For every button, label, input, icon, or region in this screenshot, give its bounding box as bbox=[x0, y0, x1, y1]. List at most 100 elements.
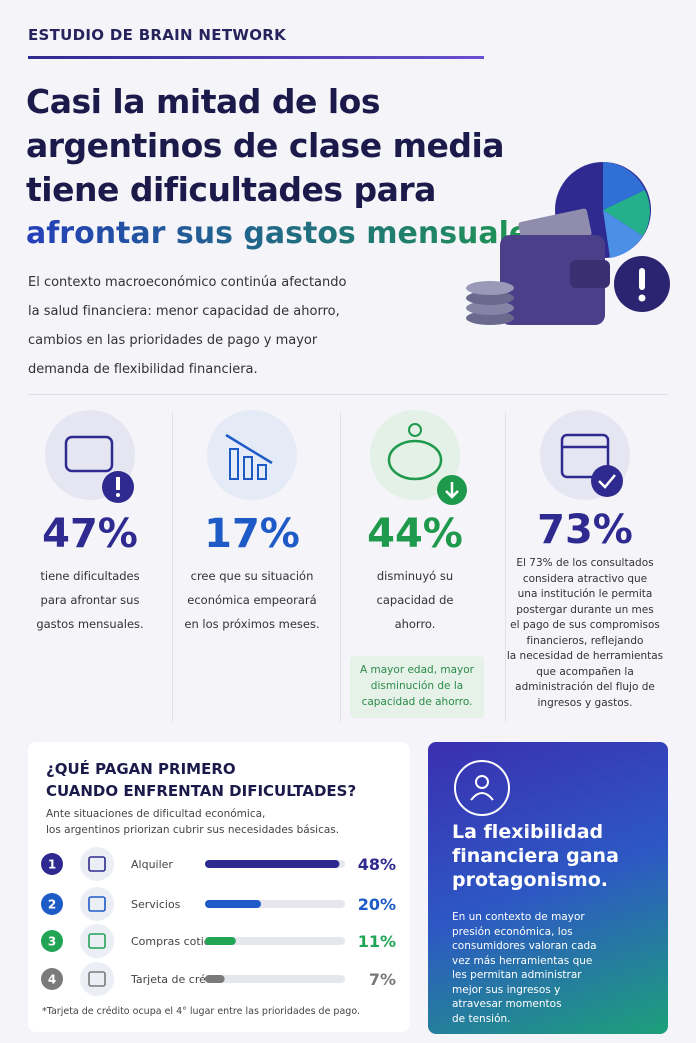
rank: 4 bbox=[48, 973, 56, 987]
value-label: 48% bbox=[358, 855, 396, 874]
rank: 1 bbox=[48, 858, 56, 872]
text-line: económica empeorará bbox=[187, 593, 317, 607]
text-line: financieros, reflejando bbox=[526, 634, 644, 647]
text-line: protagonismo. bbox=[452, 869, 608, 891]
text-line: presión económica, los bbox=[452, 925, 573, 938]
category-glyph bbox=[88, 856, 106, 872]
stat-description: disminuyó su capacidad de ahorro. bbox=[335, 564, 495, 636]
text-line: capacidad de ahorro. bbox=[361, 696, 473, 708]
rank-badge bbox=[41, 853, 63, 875]
title-highlight: afrontar sus gastos mensuales. bbox=[26, 212, 559, 256]
text-line: los argentinos priorizan cubrir sus nece… bbox=[46, 824, 340, 836]
priorities-subtitle: Ante situaciones de dificultad económica… bbox=[46, 806, 339, 838]
bar bbox=[205, 975, 225, 983]
text-line: les permitan administrar bbox=[452, 969, 582, 981]
text-line: para afrontar sus bbox=[40, 593, 140, 607]
category-glyph bbox=[88, 933, 106, 949]
text-line: ingresos y gastos. bbox=[537, 696, 633, 709]
text-line: En un contexto de mayor bbox=[452, 911, 585, 923]
footnote: *Tarjeta de crédito ocupa el 4° lugar en… bbox=[42, 1006, 360, 1017]
text-line: financiera gana bbox=[452, 845, 619, 867]
text-line: una institución le permita bbox=[517, 588, 653, 600]
text-line: Casi la mitad de los bbox=[26, 82, 380, 121]
category-label: Alquiler bbox=[131, 858, 173, 871]
stat-description: El 73% de los consultados considera atrac… bbox=[500, 556, 670, 711]
text-line: mejor sus ingresos y bbox=[452, 983, 561, 996]
rank-badge bbox=[41, 930, 63, 952]
category-label: Servicios bbox=[131, 898, 181, 911]
divider bbox=[172, 412, 173, 722]
people-icon bbox=[454, 760, 510, 816]
stat-icons bbox=[45, 410, 630, 505]
title: Casi la mitad de los argentinos de clase … bbox=[26, 80, 505, 212]
text-line: demanda de flexibilidad financiera. bbox=[28, 362, 258, 377]
bar bbox=[205, 937, 236, 945]
stat: 47% tiene dificultades para afrontar sus ga… bbox=[10, 410, 170, 636]
text-line: capacidad de bbox=[376, 593, 454, 607]
text-line: la salud financiera: menor capacidad de … bbox=[28, 304, 340, 319]
separator bbox=[28, 394, 668, 395]
text-line: disminuyó su bbox=[376, 569, 454, 583]
text-line: El contexto macroeconómico continúa afec… bbox=[28, 275, 347, 290]
bar-track bbox=[205, 937, 345, 945]
rank-badge bbox=[41, 893, 63, 915]
stat-value: 44% bbox=[367, 511, 463, 557]
bar bbox=[205, 860, 340, 868]
kicker: ESTUDIO DE BRAIN NETWORK bbox=[28, 26, 287, 44]
stat: 17% cree que su situación económica empeor… bbox=[172, 410, 332, 636]
text-line: cambios en las prioridades de pago y may… bbox=[28, 333, 318, 348]
divider bbox=[505, 412, 506, 722]
text-line: A mayor edad, mayor bbox=[360, 664, 474, 676]
text-line: tiene dificultades para bbox=[26, 170, 436, 209]
rank: 3 bbox=[48, 935, 56, 949]
text-line: vez más herramientas que bbox=[452, 954, 593, 967]
text-line: ahorro. bbox=[394, 617, 436, 631]
stat-description: tiene dificultades para afrontar sus gasto… bbox=[10, 564, 170, 636]
text-line: La flexibilidad bbox=[452, 821, 604, 843]
text-line: considera atractivo que bbox=[522, 572, 648, 585]
text-line: tiene dificultades bbox=[40, 569, 140, 583]
stat: 73% El 73% de los consultados considera at… bbox=[500, 410, 670, 711]
category-icon bbox=[80, 887, 114, 921]
value-label: 20% bbox=[358, 895, 396, 914]
category-icon bbox=[80, 924, 114, 958]
text-line: que acompañen la bbox=[536, 665, 634, 678]
priority-bars: 1 Alquiler 48%2 Servicios 20%3 Compras cotidi… bbox=[41, 847, 396, 996]
highlight-card bbox=[428, 742, 668, 1034]
stat-description: cree que su situación económica empeorará… bbox=[172, 564, 332, 636]
category-glyph bbox=[88, 971, 106, 987]
text-line: gastos mensuales. bbox=[36, 617, 144, 631]
intro: El contexto macroeconómico continúa afec… bbox=[28, 268, 346, 384]
value-label: 11% bbox=[358, 932, 396, 951]
rank-badge bbox=[41, 968, 63, 990]
bar-track bbox=[205, 975, 345, 983]
stat-value: 47% bbox=[42, 511, 138, 557]
stat-value: 17% bbox=[204, 511, 300, 557]
text-line: CUANDO ENFRENTAN DIFICULTADES? bbox=[46, 782, 357, 800]
category-icon bbox=[80, 962, 114, 996]
text-line: El 73% de los consultados bbox=[516, 557, 654, 569]
text-line: argentinos de clase media bbox=[26, 126, 505, 165]
category-icon bbox=[80, 847, 114, 881]
stat-value: 73% bbox=[537, 507, 633, 553]
text-line: la necesidad de herramientas bbox=[506, 650, 664, 662]
text-line: administración del flujo de bbox=[515, 681, 655, 693]
stat-note: A mayor edad, mayor disminución de la capa… bbox=[350, 656, 484, 718]
text-line: Ante situaciones de dificultad económica… bbox=[46, 808, 266, 820]
text-line: el pago de sus compromisos bbox=[510, 619, 660, 631]
text-line: consumidores valoran cada bbox=[452, 940, 597, 952]
kicker-underline bbox=[28, 56, 484, 59]
text-line: disminución de la bbox=[370, 680, 464, 692]
text-line: de tensión. bbox=[452, 1012, 511, 1025]
stat: 44% disminuyó su capacidad de ahorro. bbox=[335, 410, 495, 636]
text-line: atravesar momentos bbox=[452, 998, 562, 1010]
text-line: cree que su situación bbox=[190, 569, 314, 583]
card-body: En un contexto de mayor presión económica… bbox=[452, 910, 597, 1026]
card-heading: La flexibilidad financiera gana protagonis… bbox=[452, 820, 619, 892]
value-label: 7% bbox=[369, 970, 396, 989]
text-line: en los próximos meses. bbox=[184, 617, 320, 631]
divider bbox=[340, 412, 341, 722]
bar bbox=[205, 900, 261, 908]
text-line: ¿QUÉ PAGAN PRIMERO bbox=[46, 760, 236, 778]
